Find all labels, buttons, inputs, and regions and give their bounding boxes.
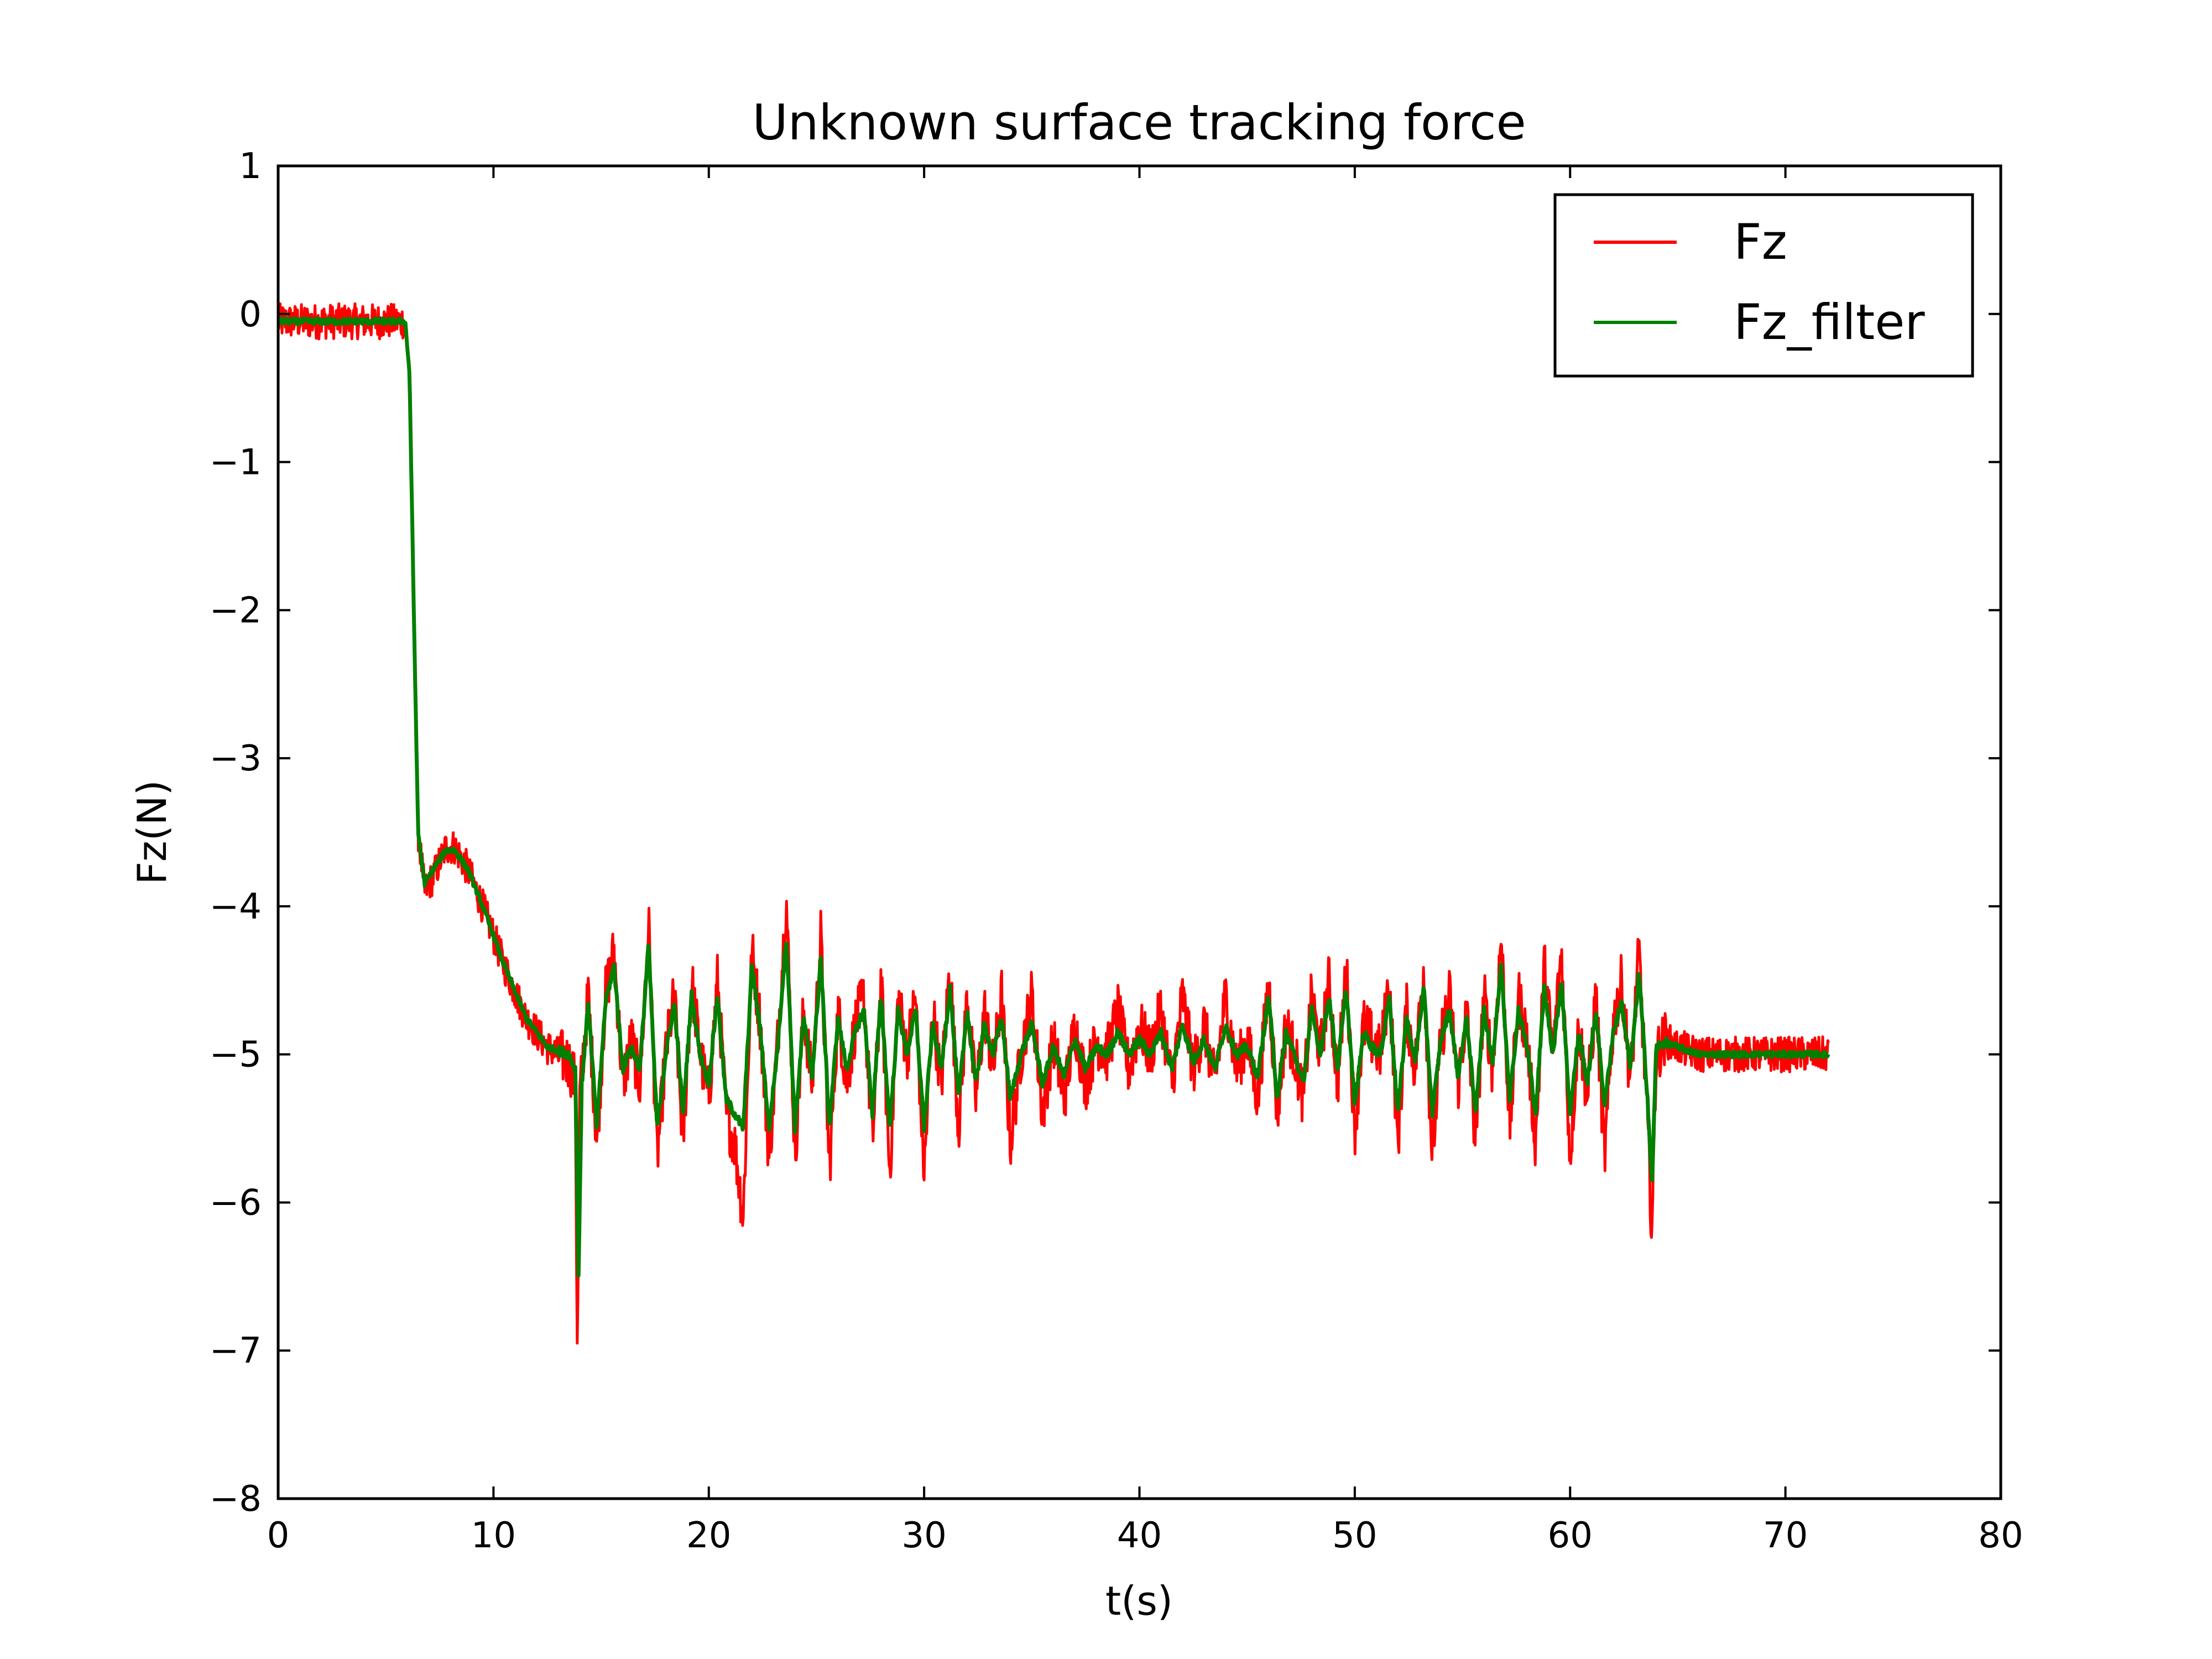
- y-tick-label: −1: [210, 442, 262, 483]
- legend: Fz Fz_filter: [1553, 193, 1974, 378]
- series-line-fz-filter: [278, 316, 1830, 1278]
- legend-box: [1553, 193, 1974, 378]
- x-tick-label: 60: [1548, 1515, 1593, 1556]
- y-tick-label: −2: [210, 590, 262, 631]
- series-line-fz: [278, 302, 1830, 1345]
- x-axis: 0 10 20 30 40 50 60 70 80: [267, 166, 2023, 1556]
- x-tick-label: 70: [1763, 1515, 1808, 1556]
- chart-title: Unknown surface tracking force: [752, 94, 1526, 151]
- y-tick-label: −7: [210, 1331, 262, 1371]
- x-tick-label: 50: [1332, 1515, 1377, 1556]
- x-tick-label: 20: [686, 1515, 731, 1556]
- y-tick-label: −4: [210, 886, 262, 927]
- x-axis-title: t(s): [1105, 1578, 1173, 1624]
- y-tick-label: −6: [210, 1182, 262, 1223]
- legend-label-fz: Fz: [1734, 213, 1787, 270]
- x-tick-label: 0: [267, 1515, 290, 1556]
- x-tick-label: 80: [1978, 1515, 2023, 1556]
- x-tick-label: 10: [471, 1515, 516, 1556]
- y-tick-label: 0: [239, 294, 262, 335]
- x-tick-label: 30: [901, 1515, 946, 1556]
- y-tick-label: −5: [210, 1035, 262, 1076]
- y-tick-label: 1: [239, 146, 262, 187]
- x-tick-label: 40: [1117, 1515, 1162, 1556]
- y-axis-title: Fz(N): [129, 780, 175, 884]
- y-tick-label: −8: [210, 1479, 262, 1520]
- series-layer: [278, 302, 1830, 1345]
- y-axis: 1 0 −1 −2 −3 −4 −5 −6 −7 −8: [210, 146, 2001, 1520]
- legend-label-fz-filter: Fz_filter: [1734, 294, 1925, 351]
- y-tick-label: −3: [210, 738, 262, 779]
